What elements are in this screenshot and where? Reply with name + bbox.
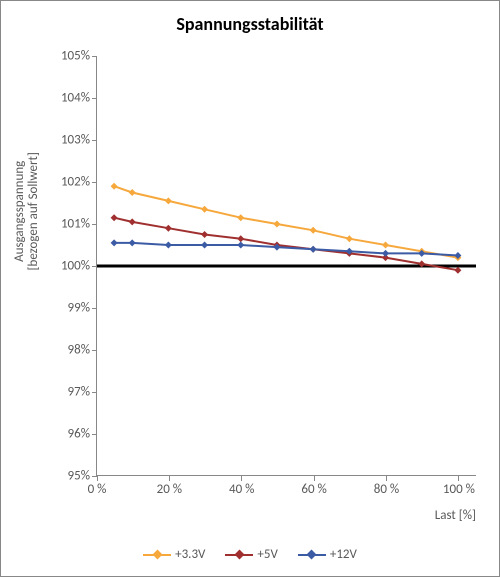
x-axis-label: Last [%] — [435, 508, 476, 523]
series-marker — [201, 242, 208, 249]
series-marker — [237, 214, 244, 221]
y-tick-label: 103% — [30, 133, 90, 148]
x-tick-label: 60 % — [301, 482, 326, 497]
legend-item: +12V — [298, 547, 357, 562]
plot-area: 95%96%97%98%99%100%101%102%103%104%105%0… — [96, 56, 476, 476]
series-marker — [129, 189, 136, 196]
y-tick-label: 97% — [30, 385, 90, 400]
series-marker — [165, 225, 172, 232]
series-marker — [382, 250, 389, 257]
y-tick-label: 95% — [30, 469, 90, 484]
series-marker — [129, 239, 136, 246]
legend-label: +3.3V — [175, 547, 205, 562]
series-marker — [310, 246, 317, 253]
x-tick-label: 20 % — [157, 482, 182, 497]
series-marker — [111, 214, 118, 221]
series-marker — [165, 242, 172, 249]
chart-title: Spannungsstabilität — [1, 13, 499, 35]
series-marker — [382, 242, 389, 249]
legend-item: +5V — [225, 547, 277, 562]
y-tick-label: 101% — [30, 217, 90, 232]
series-marker — [454, 267, 461, 274]
y-tick-label: 96% — [30, 427, 90, 442]
x-tick-label: 80 % — [374, 482, 399, 497]
y-tick-label: 104% — [30, 91, 90, 106]
series-marker — [165, 197, 172, 204]
legend-item: +3.3V — [143, 547, 205, 562]
series-marker — [111, 183, 118, 190]
series-marker — [237, 242, 244, 249]
y-tick-label: 99% — [30, 301, 90, 316]
x-tick-label: 100 % — [443, 482, 475, 497]
series-marker — [111, 239, 118, 246]
legend: +3.3V +5V +12V — [1, 547, 499, 562]
series-marker — [418, 260, 425, 267]
y-tick-label: 100% — [30, 259, 90, 274]
x-tick-label: 0 % — [88, 482, 107, 497]
series-marker — [273, 221, 280, 228]
y-axis-label: Ausgangsspannung [bezogen auf Sollwert] — [7, 61, 47, 361]
legend-label: +5V — [257, 547, 277, 562]
series-marker — [129, 218, 136, 225]
series-marker — [201, 231, 208, 238]
series-marker — [201, 206, 208, 213]
x-tick-label: 40 % — [229, 482, 254, 497]
series-marker — [310, 227, 317, 234]
series-marker — [237, 235, 244, 242]
chart-frame: Spannungsstabilität Ausgangsspannung [be… — [0, 0, 500, 577]
legend-label: +12V — [330, 547, 357, 562]
legend-swatch — [298, 551, 326, 558]
legend-swatch — [143, 551, 171, 558]
legend-swatch — [225, 551, 253, 558]
series-marker — [346, 235, 353, 242]
y-tick-label: 102% — [30, 175, 90, 190]
y-tick-label: 105% — [30, 49, 90, 64]
y-tick-label: 98% — [30, 343, 90, 358]
